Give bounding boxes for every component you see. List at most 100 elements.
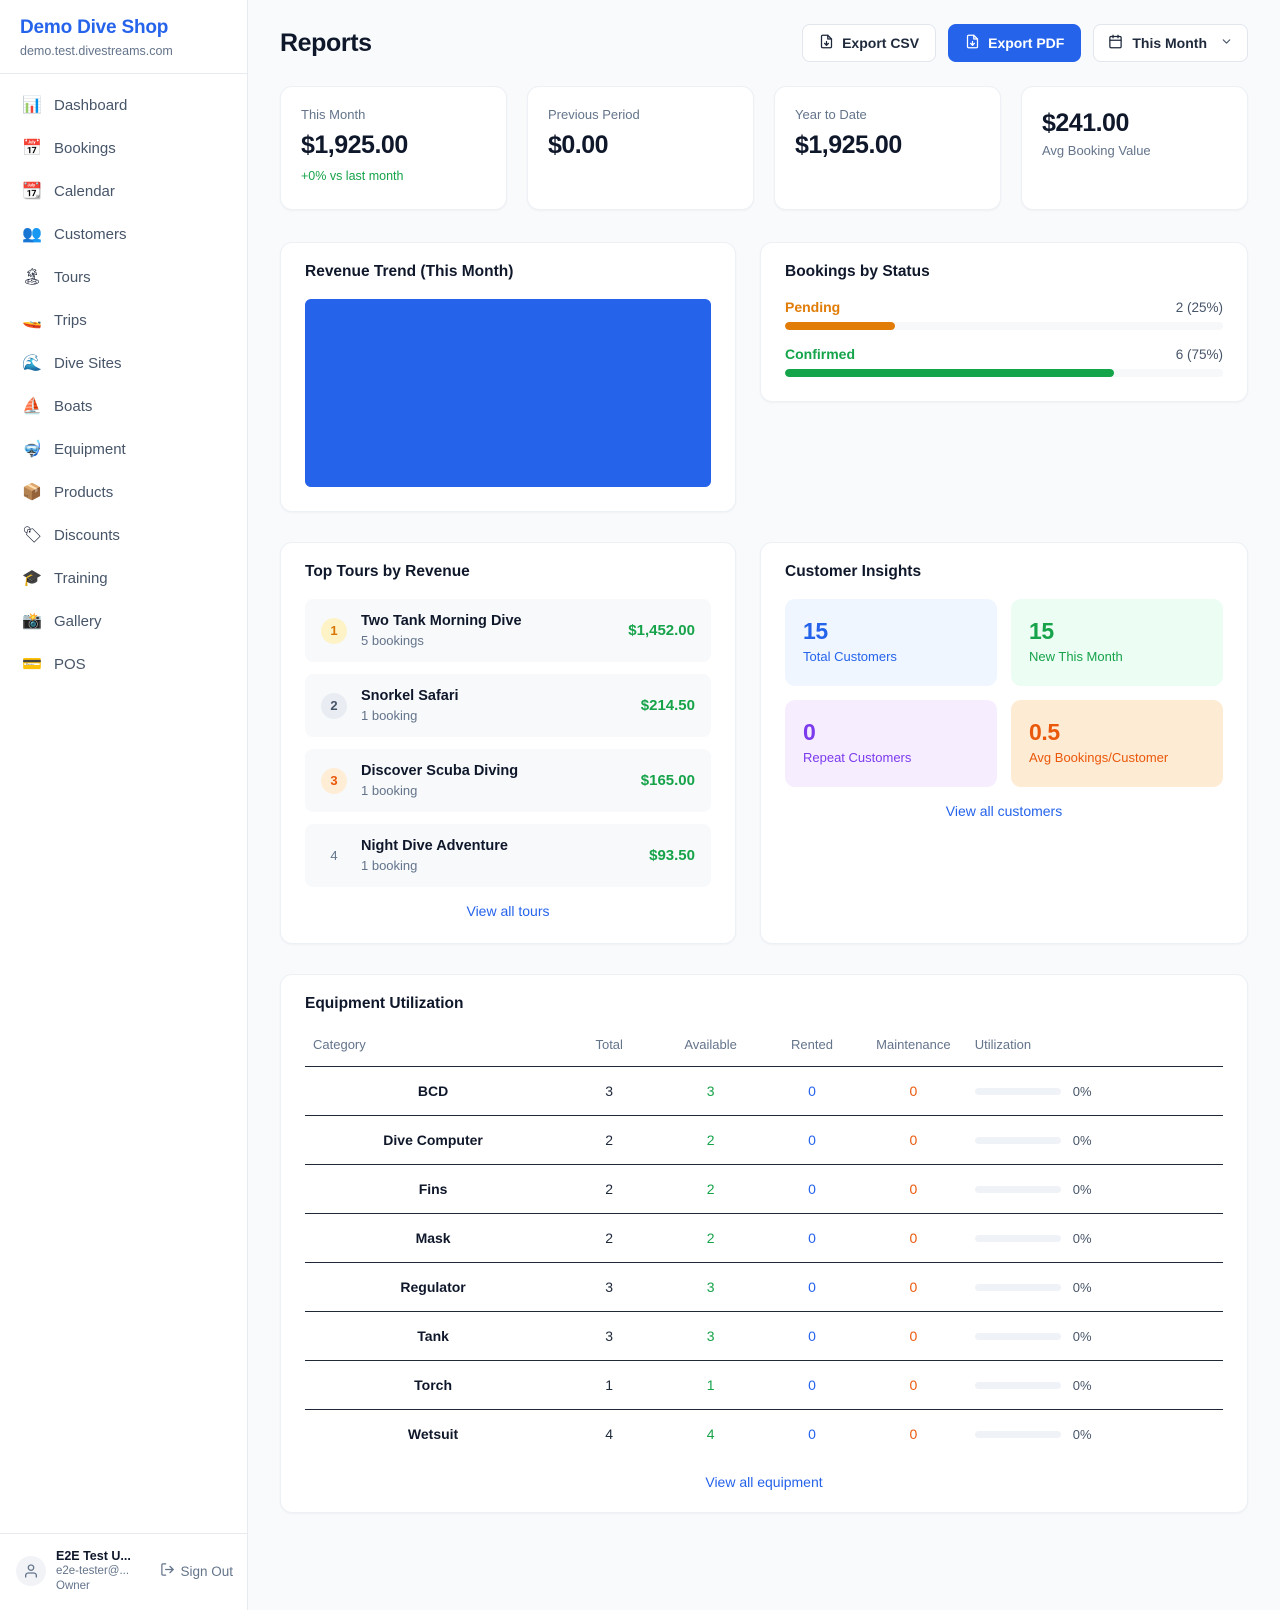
tag-icon: 🏷: [22, 526, 43, 544]
header-actions: Export CSV Export PDF: [802, 24, 1248, 62]
column-header: Maintenance: [860, 1031, 967, 1067]
view-all-equipment-link[interactable]: View all equipment: [705, 1474, 823, 1490]
cell-total: 2: [561, 1213, 658, 1263]
utilization-meter: 0%: [974, 1231, 1215, 1246]
tour-revenue: $214.50: [640, 697, 695, 714]
cell-available: 2: [657, 1213, 764, 1263]
list-item[interactable]: 2 Snorkel Safari 1 booking $214.50: [305, 674, 711, 737]
sidebar-item-dive-sites[interactable]: 🌊 Dive Sites: [0, 342, 247, 385]
utilization-track: [974, 1332, 1061, 1340]
sidebar-item-boats[interactable]: ⛵ Boats: [0, 385, 247, 428]
cell-total: 2: [561, 1164, 658, 1214]
cell-maintenance: 0: [860, 1360, 967, 1410]
user-box: E2E Test U... e2e-tester@... Owner Sign …: [0, 1533, 247, 1610]
brand-name: Demo Dive Shop: [20, 17, 169, 38]
stat-card: Previous Period $0.00: [527, 86, 754, 210]
user-email: e2e-tester@...: [56, 1565, 130, 1577]
utilization-percent: 0%: [1072, 1426, 1092, 1442]
utilization-meter: 0%: [974, 1181, 1215, 1197]
export-csv-button[interactable]: Export CSV: [802, 24, 937, 62]
stat-value: $241.00: [1042, 109, 1129, 137]
cell-available: 4: [706, 1426, 715, 1442]
status-head: Confirmed 6 (75%): [785, 346, 1223, 362]
cell-maintenance: 0: [860, 1213, 967, 1263]
bookings-status-list: Pending 2 (25%) Confirmed 6 (75%): [785, 299, 1223, 377]
document-download-icon: [965, 34, 980, 52]
credit-card-icon: 💳: [22, 655, 42, 673]
cell-utilization: 0%: [966, 1164, 1223, 1214]
stat-label: Previous Period: [548, 107, 640, 122]
cell-rented: 0: [763, 1360, 861, 1410]
sidebar-spacer: [0, 694, 247, 1533]
tour-meta: Discover Scuba Diving 1 booking: [361, 761, 627, 800]
sidebar-item-gallery[interactable]: 📸 Gallery: [0, 600, 247, 643]
sidebar-item-label: Training: [54, 569, 108, 587]
sidebar-item-trips[interactable]: 🚤 Trips: [0, 299, 247, 342]
island-icon: 🏝: [22, 268, 43, 286]
list-item[interactable]: 3 Discover Scuba Diving 1 booking $165.00: [305, 749, 711, 812]
tour-bookings: 1 booking: [361, 708, 418, 723]
sidebar-item-tours[interactable]: 🏝 Tours: [0, 256, 247, 299]
cell-utilization: 0%: [966, 1360, 1223, 1410]
brand-block[interactable]: Demo Dive Shop demo.test.divestreams.com: [0, 0, 247, 74]
sidebar-item-bookings[interactable]: 📅 Bookings: [0, 127, 247, 170]
sidebar-item-products[interactable]: 📦 Products: [0, 471, 247, 514]
rank-badge: 3: [321, 767, 347, 794]
column-header: Utilization: [966, 1031, 1223, 1067]
revenue-trend-title: Revenue Trend (This Month): [305, 263, 514, 280]
sidebar-item-calendar[interactable]: 📆 Calendar: [0, 170, 247, 213]
calendar-17-icon: 📅: [22, 139, 42, 157]
revenue-trend-chart: [305, 299, 711, 487]
top-tours-panel: Top Tours by Revenue 1 Two Tank Morning D…: [280, 542, 736, 944]
graduation-icon: 🎓: [22, 569, 42, 587]
cell-available: 3: [657, 1066, 764, 1116]
revenue-trend-panel: Revenue Trend (This Month): [280, 242, 736, 512]
insight-label: Repeat Customers: [803, 750, 912, 765]
insight-value: 0: [803, 719, 816, 745]
customer-insights-panel: Customer Insights 15 Total Customers 15 New…: [760, 542, 1248, 944]
insight-card: 15 Total Customers: [785, 599, 997, 686]
list-item[interactable]: 1 Two Tank Morning Dive 5 bookings $1,452.0…: [305, 599, 711, 662]
utilization-percent: 0%: [1072, 1132, 1092, 1148]
view-all-customers-link[interactable]: View all customers: [945, 803, 1063, 819]
top-tours-title: Top Tours by Revenue: [305, 563, 470, 580]
avatar: [16, 1556, 46, 1586]
chevron-down-icon: [1220, 35, 1233, 51]
status-fill: [785, 369, 1114, 377]
view-all-tours-link[interactable]: View all tours: [466, 903, 550, 919]
utilization-percent: 0%: [1072, 1181, 1092, 1197]
insight-label: New This Month: [1029, 649, 1123, 664]
sidebar-item-dashboard[interactable]: 📊 Dashboard: [0, 84, 247, 127]
sidebar-item-discounts[interactable]: 🏷 Discounts: [0, 514, 247, 557]
stat-card: $241.00 Avg Booking Value: [1021, 86, 1248, 210]
cell-maintenance: 0: [860, 1262, 967, 1312]
export-csv-label: Export CSV: [842, 35, 920, 51]
insight-label: Total Customers: [803, 649, 897, 664]
sidebar-item-pos[interactable]: 💳 POS: [0, 643, 247, 686]
column-header: Total: [561, 1031, 658, 1067]
utilization-track: [974, 1283, 1061, 1291]
date-range-select[interactable]: This Month: [1093, 24, 1248, 62]
export-pdf-label: Export PDF: [988, 35, 1065, 51]
sidebar-item-equipment[interactable]: 🤿 Equipment: [0, 428, 247, 471]
sidebar-item-training[interactable]: 🎓 Training: [0, 557, 247, 600]
status-fill: [785, 322, 895, 330]
list-item[interactable]: 4 Night Dive Adventure 1 booking $93.50: [305, 824, 711, 887]
export-pdf-button[interactable]: Export PDF: [948, 24, 1082, 62]
utilization-track: [974, 1185, 1061, 1193]
equipment-table: Category Total Available Rented Maintenance U…: [305, 1031, 1223, 1458]
table-header-row: Category Total Available Rented Maintenance U…: [305, 1031, 1223, 1067]
utilization-meter: 0%: [974, 1426, 1215, 1442]
brand-domain: demo.test.divestreams.com: [20, 44, 173, 58]
user-role: Owner: [56, 1580, 90, 1592]
sidebar-item-label: Dashboard: [54, 96, 128, 114]
cell-total: 2: [561, 1115, 658, 1165]
cell-utilization: 0%: [966, 1262, 1223, 1312]
rank-badge: 2: [321, 692, 347, 719]
calendar-icon: [1108, 34, 1123, 52]
speedboat-icon: 🚤: [22, 311, 42, 329]
sidebar-item-customers[interactable]: 👥 Customers: [0, 213, 247, 256]
tour-revenue: $1,452.00: [628, 622, 695, 639]
sign-out-button[interactable]: Sign Out: [160, 1562, 233, 1580]
